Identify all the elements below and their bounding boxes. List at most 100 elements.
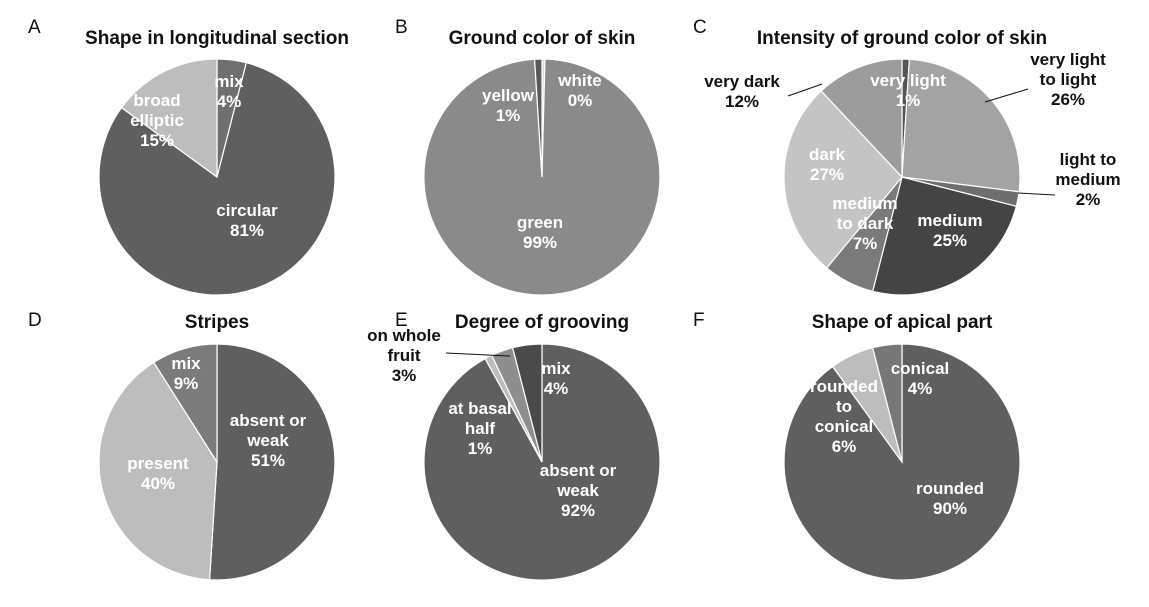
slice-label-line: half (465, 419, 496, 438)
slice-label-line: absent or (540, 461, 617, 480)
pie-slice (820, 58, 903, 179)
slice-label-line: on whole (367, 326, 441, 345)
panel-letter: D (28, 310, 42, 331)
slice-label-line: 2% (1076, 190, 1101, 209)
slice-label-line: fruit (387, 346, 420, 365)
pie-panel-B: B Ground color of skin white 0% green 99% yell… (395, 17, 661, 296)
slice-label-line: dark (809, 145, 845, 164)
slice-label: circular 81% (216, 201, 278, 240)
slice-label: medium to dark 7% (832, 194, 897, 253)
slice-label-line: rounded (916, 479, 984, 498)
slice-label: very light to light 26% (1030, 50, 1106, 109)
slice-label-line: broad (133, 91, 180, 110)
slice-label-line: present (127, 454, 189, 473)
slice-label-line: mix (171, 354, 201, 373)
slice-label-line: 1% (468, 439, 493, 458)
slice-label: yellow 1% (482, 86, 535, 125)
slice-label-line: 9% (174, 374, 199, 393)
slice-label: conical 4% (891, 359, 950, 398)
chart-title: Intensity of ground color of skin (757, 28, 1047, 49)
slice-label: mix 4% (214, 72, 244, 111)
slice-label-line: 99% (523, 233, 557, 252)
panel-letter: A (28, 17, 41, 38)
slice-label-line: medium (917, 211, 982, 230)
slice-label: at basal half 1% (448, 399, 511, 458)
slice-label-line: 1% (896, 91, 921, 110)
slice-label-line: rounded (810, 377, 878, 396)
slice-label-line: to dark (837, 214, 894, 233)
leader-line (787, 83, 823, 97)
slice-label-line: 92% (561, 501, 595, 520)
pie-slice (901, 58, 1021, 193)
slice-label: present 40% (127, 454, 189, 493)
slice-label: rounded 90% (916, 479, 984, 518)
slice-label: mix 4% (541, 359, 571, 398)
slice-label-line: weak (246, 431, 289, 450)
slice-label-line: conical (891, 359, 950, 378)
slice-label-line: mix (541, 359, 571, 378)
slice-label-line: 1% (496, 106, 521, 125)
slice-label-line: medium (1055, 170, 1120, 189)
pie-panel-E: E Degree of grooving absent or weak 92% at ba… (367, 310, 661, 581)
slice-label-line: 40% (141, 474, 175, 493)
slice-label-line: very light (1030, 50, 1106, 69)
slice-label-line: 12% (725, 92, 759, 111)
slice-label: on whole fruit 3% (367, 326, 441, 385)
pie-panel-A: A Shape in longitudinal section mix 4% circu… (28, 17, 349, 296)
slice-label: absent or weak 51% (230, 411, 307, 470)
slice-label-line: at basal (448, 399, 511, 418)
slice-label: dark 27% (809, 145, 845, 184)
slice-label: very dark 12% (704, 72, 780, 111)
slice-label-line: white (557, 71, 601, 90)
panel-letter: E (395, 310, 408, 331)
slice-label-line: 3% (392, 366, 417, 385)
slice-label-line: mix (214, 72, 244, 91)
pie-slice (871, 343, 903, 463)
pie-slice (533, 58, 543, 178)
panel-letter: B (395, 17, 408, 38)
slice-label: light to medium 2% (1055, 150, 1120, 209)
slice-label: broad elliptic 15% (130, 91, 184, 150)
chart-title: Ground color of skin (449, 28, 636, 49)
slice-label-line: 51% (251, 451, 285, 470)
slice-label-line: absent or (230, 411, 307, 430)
slice-label-line: 7% (853, 234, 878, 253)
leader-line (984, 88, 1029, 103)
slice-label-line: 15% (140, 131, 174, 150)
pie-slice (208, 343, 336, 581)
slice-label: mix 9% (171, 354, 201, 393)
pie-slice (120, 58, 218, 179)
slice-label-line: 4% (908, 379, 933, 398)
slice-label-line: circular (216, 201, 278, 220)
slice-label-line: weak (556, 481, 599, 500)
slice-label-line: 25% (933, 231, 967, 250)
pie-slice (152, 343, 218, 465)
slice-label-line: conical (815, 417, 874, 436)
slice-label-line: 0% (568, 91, 593, 110)
slice-label-line: medium (832, 194, 897, 213)
slice-label-line: elliptic (130, 111, 184, 130)
leader-line (445, 352, 511, 357)
pie-panel-D: D Stripes absent or weak 51% present 40% mix 9% (28, 310, 336, 581)
chart-title: Shape of apical part (812, 312, 993, 333)
slice-label-line: 81% (230, 221, 264, 240)
slice-label-line: to light (1040, 70, 1097, 89)
leader-line (1017, 192, 1056, 196)
slice-label-line: 4% (544, 379, 569, 398)
pie-slice (98, 61, 336, 296)
slice-label: absent or weak 92% (540, 461, 617, 520)
panel-letter: C (693, 17, 707, 38)
slice-label: medium 25% (917, 211, 982, 250)
chart-title: Degree of grooving (455, 312, 629, 333)
slice-label-line: yellow (482, 86, 535, 105)
slice-label-line: 27% (810, 165, 844, 184)
chart-title: Stripes (185, 312, 249, 333)
slice-label-line: 90% (933, 499, 967, 518)
slice-label-line: very light (870, 71, 946, 90)
slice-label-line: to (836, 397, 852, 416)
slice-label: rounded to conical 6% (810, 377, 878, 456)
slice-label-line: light to (1060, 150, 1117, 169)
slice-label-line: green (517, 213, 563, 232)
